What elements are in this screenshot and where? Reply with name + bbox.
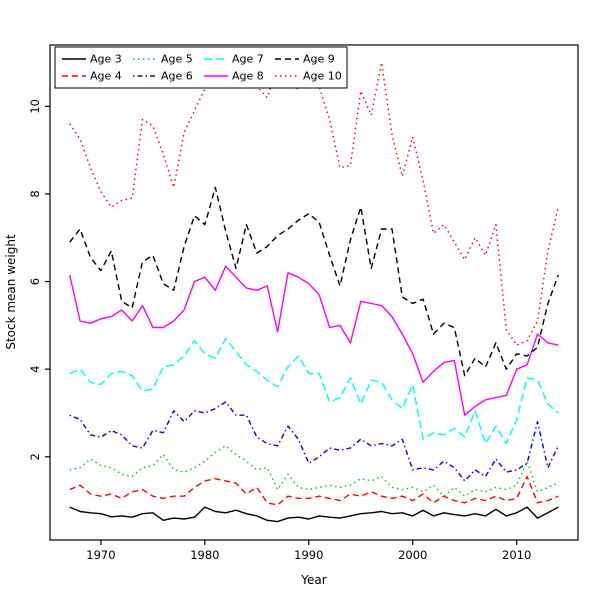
x-tick-label: 2000: [398, 548, 427, 562]
series-line-age-3: [69, 506, 559, 523]
y-tick-label: 4: [28, 365, 42, 372]
legend-label: Age 7: [232, 53, 264, 66]
legend-label: Age 10: [303, 70, 342, 83]
legend-label: Age 9: [303, 53, 335, 66]
legend-label: Age 5: [161, 53, 193, 66]
x-tick-label: 1980: [190, 548, 219, 562]
y-axis-title: Stock mean weight: [4, 234, 18, 350]
series-line-age-9: [69, 186, 559, 377]
y-tick-label: 10: [28, 99, 42, 114]
x-tick-label: 1990: [294, 548, 323, 562]
legend-label: Age 3: [90, 53, 122, 66]
series-line-age-7: [69, 337, 559, 445]
x-tick-label: 2010: [502, 548, 531, 562]
y-tick-label: 6: [28, 278, 42, 285]
legend-label: Age 4: [90, 70, 122, 83]
series-lines: [69, 61, 559, 523]
y-tick-label: 2: [28, 453, 42, 460]
series-line-age-4: [69, 475, 559, 506]
legend-label: Age 6: [161, 70, 193, 83]
plot-border: [49, 44, 579, 541]
legend-label: Age 8: [232, 70, 264, 83]
series-line-age-6: [69, 401, 559, 482]
x-tick-label: 1970: [86, 548, 115, 562]
x-axis-title: Year: [300, 573, 326, 587]
series-line-age-5: [69, 445, 559, 497]
series-line-age-8: [69, 265, 559, 416]
legend-box: [54, 46, 348, 89]
legend: Age 3 Age 4 Age 5 Age 6 Age 7 Age 8 Age 9 Age 1…: [54, 46, 348, 89]
series-line-age-10: [69, 61, 559, 346]
axis-ticks: 1970 1980 1990 2000 2010 2 4 6 8 10: [28, 99, 531, 562]
y-tick-label: 8: [28, 190, 42, 197]
